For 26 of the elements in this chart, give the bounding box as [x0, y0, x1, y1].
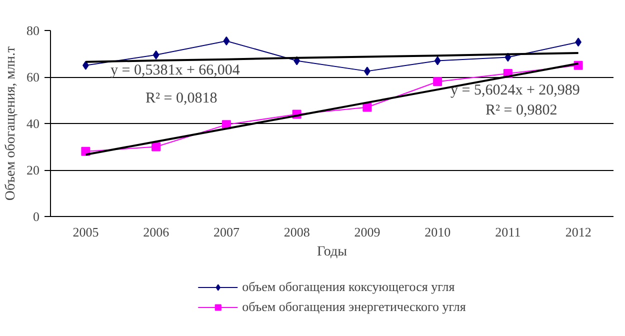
annotation: R² = 0,9802 [486, 102, 558, 118]
annotation: y = 0,5381x + 66,004 [110, 62, 240, 78]
point [152, 50, 160, 60]
x-axis-title: Годы [317, 244, 348, 260]
point [152, 142, 161, 152]
y-tick-label: 60 [26, 70, 40, 84]
x-tick-label: 2005 [72, 224, 99, 240]
x-tick-label: 2012 [565, 224, 592, 240]
legend-label: объем обогащения коксующегося угля [242, 279, 455, 295]
point [433, 77, 442, 86]
x-tick-label: 2008 [284, 224, 310, 240]
y-tick-label: 40 [26, 116, 40, 131]
y-tick-label: 0 [33, 209, 40, 224]
y-tick-label: 80 [26, 23, 40, 38]
point [223, 36, 230, 46]
point [434, 56, 441, 66]
legend-label: объем обогащения энергетического угля [242, 299, 466, 315]
y-tick-label: 20 [26, 162, 40, 178]
x-tick-label: 2010 [424, 224, 451, 240]
annotation: R² = 0,0818 [146, 90, 218, 106]
x-tick-label: 2007 [213, 224, 240, 240]
x-tick-label: 2009 [354, 224, 380, 240]
x-tick-label: 2006 [143, 224, 170, 240]
x-tick-label: 2011 [495, 224, 521, 240]
annotation: y = 5,6024x + 20,989 [450, 82, 580, 98]
y-axis-title: Объем обогащения, млн.т [4, 46, 18, 201]
